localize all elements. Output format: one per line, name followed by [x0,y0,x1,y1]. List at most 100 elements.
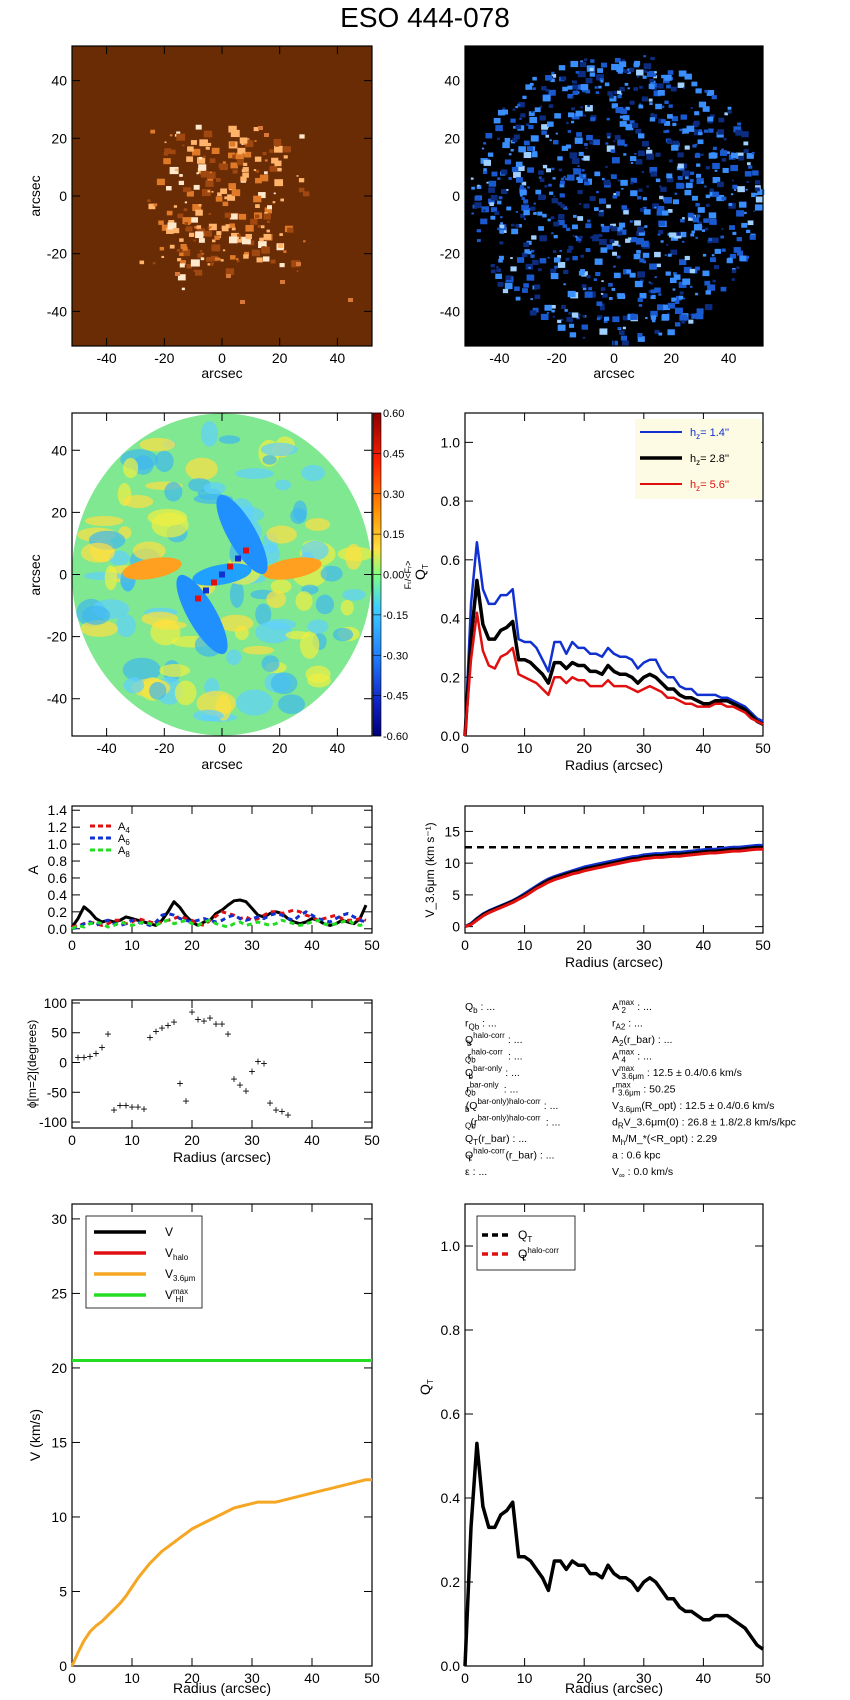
qt-line-1 [463,578,764,737]
vrot-ytick-label: 0 [59,1658,67,1674]
panel2-pixel [625,106,630,111]
panel2-pixel [671,116,679,122]
panel2-pixel [751,151,755,155]
panel2-pixel [553,140,559,145]
panel1-pixel [182,246,188,251]
stats-left-row: Qbar-only b : ... [465,1064,520,1081]
panel2-pixel [600,62,608,68]
panel3-blob [154,450,174,473]
panel1-pixel [228,217,232,220]
panel2-pixel [495,273,502,280]
panel2-pixel [500,169,508,175]
panel1-pixel [175,272,180,276]
panel2-pixel [617,231,623,236]
panel2-pixel [611,287,616,291]
panel2-pixel [483,168,487,171]
panel2-pixel [599,198,606,204]
panel2-pixel [551,71,555,75]
panel2-pixel [722,196,727,200]
panel1-pixel [251,249,261,257]
panel3-xtick-label: 20 [272,740,288,756]
qt-legend: hz= 1.4'' hz= 2.8'' hz= 5.6'' [635,419,761,499]
panel1-pixel [186,264,192,269]
panel2-pixel [682,278,691,285]
phi-point: + [182,1094,189,1108]
panel2-pixel [733,247,741,253]
panel2-pixel [522,288,528,293]
panel2-pixel [692,217,699,223]
panel2-pixel [603,319,608,323]
panel1-pixel [177,274,186,281]
panel2-pixel [634,153,637,155]
panel2-pixel [515,210,518,213]
panel2-pixel [696,163,701,167]
panel2-pixel [552,315,555,318]
panel2-pixel [751,192,757,198]
phi-point: + [116,1098,123,1112]
panel3-blob [290,507,307,525]
phi-point: + [146,1031,153,1045]
panel3-ytick-label: -40 [47,691,67,707]
panel2-pixel [589,141,594,145]
panel2-pixel [661,210,669,216]
panel2-pixel [559,249,562,252]
panel2-pixel [605,165,608,168]
panel2-pixel [558,168,563,172]
panel3-blob [116,614,136,638]
panel2-pixel [511,166,519,173]
panel2-pixel [712,162,720,170]
panel2-pixel [749,234,756,240]
panel2-pixel [630,313,638,320]
panel1-pixel [264,171,268,175]
panel1-pixel [277,243,284,248]
qt-xtick-label: 10 [517,740,533,756]
panel2-pixel [533,202,536,205]
panel2-pixel [720,286,727,292]
vrot-xtick-label: 50 [364,1670,380,1686]
panel1-pixel [283,155,288,159]
panel1-pixel [264,159,268,162]
panel2-pixel [649,263,657,270]
panel2-pixel [674,322,681,327]
panel2-pixel [753,210,756,213]
panel2-xtick-label: -40 [489,350,509,366]
panel2-pixel [704,280,711,286]
panel2-pixel [573,91,576,94]
panel2-pixel [586,134,593,141]
panel2-pixel [691,230,695,234]
panel1-xtick-label: -20 [154,350,174,366]
panel2-pixel [617,293,625,300]
panel1-pixel [227,194,236,201]
v36-xtick-label: 0 [461,937,469,953]
panel2-pixel [667,253,672,257]
panel3-blob [139,437,176,452]
panel2-pixel [581,158,585,161]
panel1-pixel [180,243,187,249]
panel1-pixel [258,241,267,248]
panel2-pixel [510,223,515,227]
phi-point: + [74,1051,81,1065]
panel2-pixel [576,176,581,181]
panel1-pixel [263,233,271,240]
panel2-pixel [668,159,673,163]
panel2-pixel [532,76,537,81]
panel1-pixel [166,210,173,216]
panel2-pixel [638,230,645,236]
panel2-pixel [582,287,587,291]
panel2-pixel [669,232,676,238]
panel3-image [72,413,374,736]
panel2-pixel [672,122,677,127]
panel2-pixel [675,307,683,314]
panel2-xlabel: arcsec [593,365,634,381]
a2-legend-label: A8 [118,845,130,859]
vrot-xtick-label: 10 [124,1670,140,1686]
panel2-pixel [658,220,666,227]
panel3-blob [265,618,297,630]
qt-frame [464,412,764,737]
panel3-blob [277,694,306,715]
panel3-blob [174,680,197,706]
a2-ytick-label: 0.4 [48,887,68,903]
panel1-pixel [298,178,305,183]
qt2-line-0 [463,1441,765,1667]
